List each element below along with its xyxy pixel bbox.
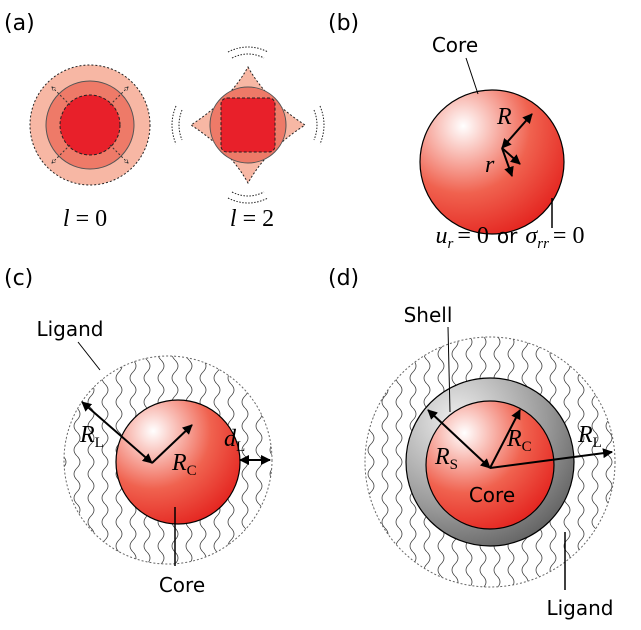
u: u: [436, 223, 448, 249]
sigma-eq: = 0: [553, 223, 585, 249]
radius-label: RS: [434, 444, 458, 473]
shell-label: Shell: [404, 303, 453, 327]
panel-label: (b): [328, 11, 359, 36]
mode-label: l = 0: [63, 206, 107, 232]
sub: L: [593, 435, 602, 451]
sigma-sub: rr: [537, 236, 549, 252]
radius-label: RC: [506, 426, 532, 455]
main: R: [434, 444, 450, 470]
panel-label: (c): [4, 266, 33, 291]
panel-c: [63, 341, 273, 566]
radius-label: R: [496, 104, 512, 130]
panel-label: (d): [328, 266, 359, 291]
main: R: [577, 422, 593, 448]
ligand-label: Ligand: [36, 317, 103, 341]
main: R: [171, 450, 187, 476]
sub: L: [236, 439, 245, 455]
mode-label: l = 2: [230, 206, 274, 232]
r-label: r: [485, 152, 495, 178]
u-eq: = 0: [457, 223, 489, 249]
sub: L: [95, 435, 104, 451]
mode-l0: [29, 64, 151, 186]
boundary-condition: ur = 0 or σrr = 0: [436, 223, 585, 252]
u-sub: r: [448, 236, 454, 252]
or: or: [497, 224, 518, 248]
main: R: [79, 422, 95, 448]
panel-b: [419, 57, 565, 235]
radius-label: RL: [577, 422, 602, 451]
ligand-label: Ligand: [546, 596, 613, 620]
value: = 0: [76, 206, 108, 232]
main: d: [224, 426, 237, 452]
core-label: Core: [432, 33, 478, 57]
value: = 2: [243, 206, 275, 232]
sub: C: [187, 463, 197, 479]
panel-label: (a): [4, 11, 35, 36]
core-label: Core: [159, 573, 205, 597]
core-label: Core: [469, 483, 515, 507]
sub: C: [522, 439, 532, 455]
leader: [465, 57, 479, 95]
sub: S: [450, 457, 458, 473]
radius-label: RL: [79, 422, 104, 451]
main: R: [506, 426, 522, 452]
symbol: l: [63, 206, 70, 232]
symbol: l: [230, 206, 237, 232]
sigma: σ: [525, 223, 538, 249]
mode-l2: [171, 46, 325, 204]
panel-d: [364, 326, 616, 590]
thickness-label: dL: [224, 426, 245, 455]
radius-label: RC: [171, 450, 197, 479]
